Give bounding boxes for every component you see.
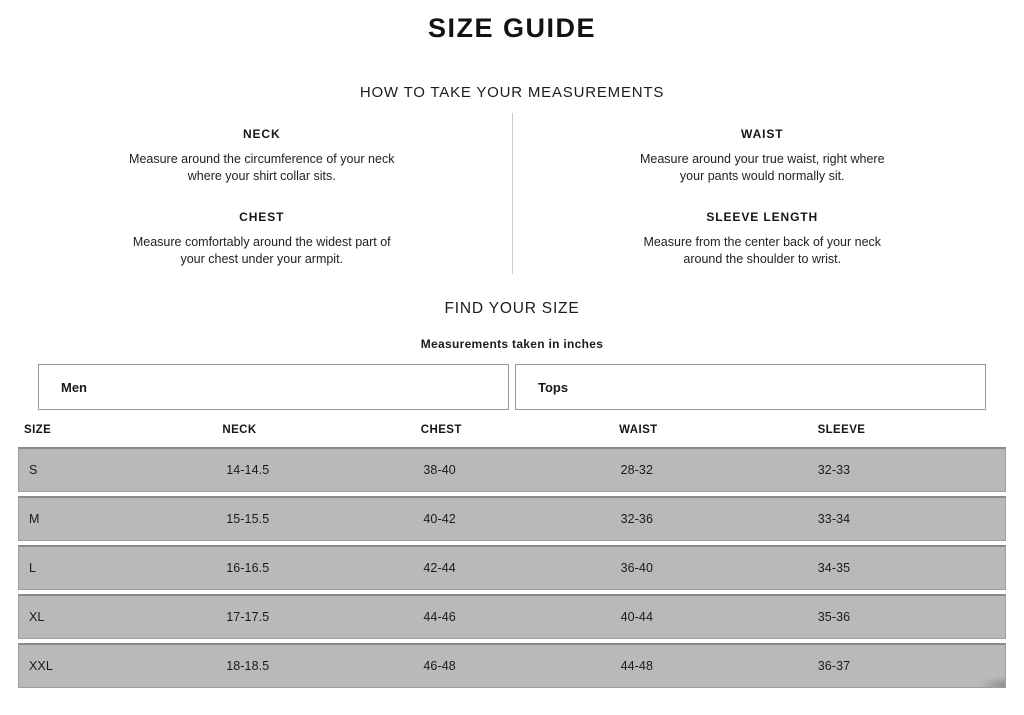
table-row: M 15-15.5 40-42 32-36 33-34 bbox=[18, 496, 1006, 541]
table-row: XL 17-17.5 44-46 40-44 35-36 bbox=[18, 594, 1006, 639]
cell-size: XL bbox=[29, 610, 45, 624]
page-title: SIZE GUIDE bbox=[427, 13, 597, 43]
column-divider bbox=[511, 113, 513, 274]
measure-block-waist: WAIST Measure around your true waist, ri… bbox=[627, 127, 897, 185]
find-size-section: FIND YOUR SIZE Measurements taken in inc… bbox=[0, 300, 1024, 410]
cell-size: L bbox=[29, 561, 37, 575]
cell-chest: 38-40 bbox=[423, 463, 456, 477]
measure-block-neck: NECK Measure around the circumference of… bbox=[127, 127, 397, 185]
cell-waist: 40-44 bbox=[620, 610, 654, 624]
cell-chest: 44-46 bbox=[423, 610, 456, 624]
measurement-column-left: NECK Measure around the circumference of… bbox=[12, 127, 512, 268]
cell-sleeve: 35-36 bbox=[817, 610, 851, 624]
table-body: S 14-14.5 38-40 28-32 32-33 M 15-15.5 40… bbox=[18, 447, 1006, 688]
measure-description: Measure comfortably around the widest pa… bbox=[132, 235, 391, 266]
cell-chest: 46-48 bbox=[423, 659, 456, 673]
cell-neck: 14-14.5 bbox=[226, 463, 270, 477]
how-to-section: HOW TO TAKE YOUR MEASUREMENTS NECK Measu… bbox=[0, 84, 1024, 274]
cell-neck: 17-17.5 bbox=[226, 610, 270, 624]
cell-waist: 36-40 bbox=[620, 561, 654, 575]
units-note: Measurements taken in inches bbox=[420, 337, 604, 351]
cell-sleeve: 36-37 bbox=[817, 659, 851, 673]
gender-select[interactable]: Men bbox=[38, 364, 509, 410]
how-to-heading: HOW TO TAKE YOUR MEASUREMENTS bbox=[359, 84, 665, 101]
measure-description: Measure from the center back of your nec… bbox=[643, 235, 882, 266]
cell-sleeve: 32-33 bbox=[817, 463, 851, 477]
cell-waist: 28-32 bbox=[620, 463, 654, 477]
cell-waist: 32-36 bbox=[620, 512, 654, 526]
column-header-waist: WAIST bbox=[619, 424, 658, 436]
category-select[interactable]: Tops bbox=[515, 364, 986, 410]
measure-description: Measure around your true waist, right wh… bbox=[639, 152, 885, 183]
cell-chest: 40-42 bbox=[423, 512, 456, 526]
category-select-value: Tops bbox=[538, 379, 569, 395]
measure-description: Measure around the circumference of your… bbox=[129, 152, 395, 183]
find-size-heading: FIND YOUR SIZE bbox=[444, 300, 580, 317]
cell-size: M bbox=[29, 512, 40, 526]
measure-title: NECK bbox=[242, 127, 281, 141]
column-header-size: SIZE bbox=[24, 424, 52, 436]
cell-neck: 18-18.5 bbox=[226, 659, 270, 673]
table-row: S 14-14.5 38-40 28-32 32-33 bbox=[18, 447, 1006, 492]
measure-title: SLEEVE LENGTH bbox=[706, 210, 819, 224]
size-table: SIZE NECK CHEST WAIST SLEEVE S 14-14.5 3… bbox=[18, 410, 1006, 688]
column-header-neck: NECK bbox=[222, 424, 257, 436]
size-guide-page: SIZE GUIDE HOW TO TAKE YOUR MEASUREMENTS… bbox=[0, 13, 1024, 688]
cell-size: XXL bbox=[29, 659, 53, 673]
filter-selects: Men Tops bbox=[38, 364, 986, 410]
measure-title: WAIST bbox=[741, 127, 784, 141]
measure-title: CHEST bbox=[239, 210, 285, 224]
measure-block-chest: CHEST Measure comfortably around the wid… bbox=[127, 210, 397, 268]
cell-chest: 42-44 bbox=[423, 561, 456, 575]
cell-waist: 44-48 bbox=[620, 659, 654, 673]
cell-neck: 15-15.5 bbox=[226, 512, 270, 526]
gender-select-value: Men bbox=[61, 379, 87, 395]
measurement-column-right: WAIST Measure around your true waist, ri… bbox=[513, 127, 1013, 268]
measurement-columns: NECK Measure around the circumference of… bbox=[0, 113, 1024, 274]
cell-size: S bbox=[29, 463, 38, 477]
table-header-row: SIZE NECK CHEST WAIST SLEEVE bbox=[14, 410, 1006, 447]
cell-sleeve: 33-34 bbox=[817, 512, 851, 526]
cell-neck: 16-16.5 bbox=[226, 561, 270, 575]
column-header-chest: CHEST bbox=[420, 424, 462, 436]
table-row: XXL 18-18.5 46-48 44-48 36-37 bbox=[18, 643, 1006, 688]
table-row: L 16-16.5 42-44 36-40 34-35 bbox=[18, 545, 1006, 590]
cell-sleeve: 34-35 bbox=[817, 561, 851, 575]
column-header-sleeve: SLEEVE bbox=[817, 424, 866, 436]
measure-block-sleeve-length: SLEEVE LENGTH Measure from the center ba… bbox=[627, 210, 897, 268]
